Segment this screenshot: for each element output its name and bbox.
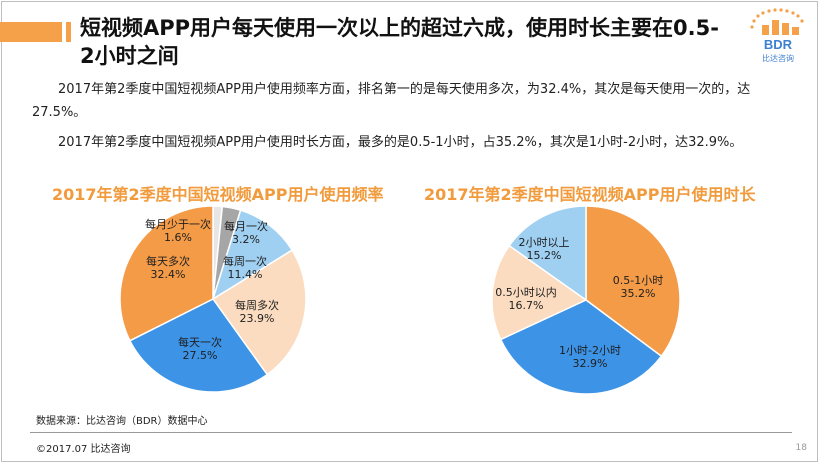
slice-label-4: 每天一次 27.5% xyxy=(178,335,222,362)
chart-title-duration: 2017年第2季度中国短视频APP用户使用时长 xyxy=(424,185,756,204)
logo-text: BDR xyxy=(764,37,793,52)
pie-slice-2 xyxy=(211,209,294,301)
bdr-logo: BDR 比达咨询 xyxy=(750,8,804,63)
pie-slice-0 xyxy=(585,205,681,358)
slice-label-3: 每周多次 23.9% xyxy=(235,298,279,325)
paragraph-frequency: 2017年第2季度中国短视频APP用户使用频率方面，排名第一的是每天使用多次，为… xyxy=(32,82,751,120)
pie-slice-5 xyxy=(119,205,214,342)
copyright: ©2017.07 比达咨询 xyxy=(36,444,131,455)
slice-label-0: 每月少于一次 1.6% xyxy=(145,217,211,244)
logo-dots xyxy=(750,8,804,29)
page-title: 短视频APP用户每天使用一次以上的超过六成，使用时长主要在0.5-2小时之间 xyxy=(80,16,719,68)
footer-divider xyxy=(30,432,792,433)
chart-title-frequency: 2017年第2季度中国短视频APP用户使用频率 xyxy=(52,185,384,204)
title-accent-stripe xyxy=(66,22,71,42)
slice-label-0: 0.5-1小时 35.2% xyxy=(613,274,663,300)
frequency-pie-chart: 每月少于一次 1.6% 每月一次 3.2% 每周一次 11.4% 每周多次 23.9% 每天一次… xyxy=(119,205,307,393)
logo-subtext: 比达咨询 xyxy=(762,53,794,63)
pie-slice-3 xyxy=(211,249,307,376)
pie-slice-4 xyxy=(128,298,269,393)
pie-slice-2 xyxy=(491,244,588,341)
duration-pie-chart: 0.5-1小时 35.2% 1小时-2小时 32.9% 0.5小时以内 16.7% 2小时以… xyxy=(491,205,681,395)
title-accent-bar xyxy=(0,22,62,42)
paragraph-duration: 2017年第2季度中国短视频APP用户使用时长方面，最多的是0.5-1小时，占3… xyxy=(58,135,743,150)
slice-label-1: 每月一次 3.2% xyxy=(224,219,268,246)
slice-label-2: 0.5小时以内 16.7% xyxy=(495,285,557,312)
slice-label-2: 每周一次 11.4% xyxy=(223,254,267,281)
pie-slice-1 xyxy=(499,299,663,395)
slice-label-5: 每天多次 32.4% xyxy=(146,254,190,281)
slice-label-3: 2小时以上 15.2% xyxy=(519,236,570,262)
slice-label-1: 1小时-2小时 32.9% xyxy=(559,344,621,370)
data-source: 数据来源：比达咨询（BDR）数据中心 xyxy=(36,416,208,427)
page-number: 18 xyxy=(795,443,807,453)
pie-slice-3 xyxy=(508,205,587,302)
